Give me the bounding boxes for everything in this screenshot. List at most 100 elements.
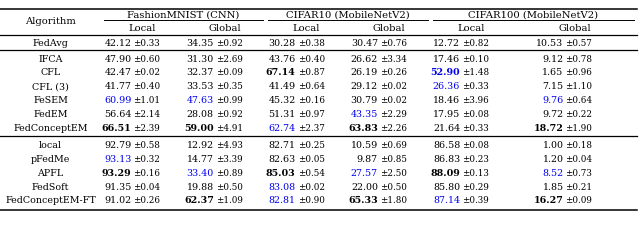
Text: ±1.80: ±1.80 [380,196,407,205]
Text: 82.81: 82.81 [269,196,296,205]
Text: 41.77: 41.77 [104,82,132,91]
Text: 26.36: 26.36 [433,82,460,91]
Text: 18.46: 18.46 [433,96,460,105]
Text: CIFAR100 (MobileNetV2): CIFAR100 (MobileNetV2) [468,11,598,20]
Text: 30.47: 30.47 [351,39,378,48]
Text: FashionMNIST (CNN): FashionMNIST (CNN) [127,11,239,20]
Text: Global: Global [372,24,405,33]
Text: ±0.82: ±0.82 [462,39,489,48]
Text: 62.37: 62.37 [184,196,214,205]
Text: ±0.64: ±0.64 [566,96,593,105]
Text: 16.27: 16.27 [534,196,564,205]
Text: 26.19: 26.19 [351,68,378,77]
Text: 93.29: 93.29 [102,169,132,178]
Text: ±2.14: ±2.14 [133,110,161,119]
Text: ±0.50: ±0.50 [380,182,406,191]
Text: 59.00: 59.00 [184,124,214,133]
Text: 85.80: 85.80 [433,182,460,191]
Text: 22.00: 22.00 [351,182,378,191]
Text: ±0.26: ±0.26 [133,196,161,205]
Text: Local: Local [129,24,156,33]
Text: 42.47: 42.47 [104,68,132,77]
Text: ±0.32: ±0.32 [133,155,160,164]
Text: ±0.76: ±0.76 [380,39,407,48]
Text: 9.72: 9.72 [542,110,564,119]
Text: 12.72: 12.72 [433,39,460,48]
Text: ±3.39: ±3.39 [216,155,243,164]
Text: 9.76: 9.76 [542,96,564,105]
Text: ±0.69: ±0.69 [380,141,406,150]
Text: FedEM: FedEM [33,110,68,119]
Text: 47.63: 47.63 [186,96,214,105]
Text: ±0.18: ±0.18 [566,141,593,150]
Text: Global: Global [558,24,591,33]
Text: ±0.78: ±0.78 [566,55,593,64]
Text: 26.62: 26.62 [351,55,378,64]
Text: ±0.09: ±0.09 [216,68,243,77]
Text: 33.40: 33.40 [186,169,214,178]
Text: ±0.16: ±0.16 [133,169,161,178]
Text: 51.31: 51.31 [268,110,296,119]
Text: 82.71: 82.71 [269,141,296,150]
Text: ±0.33: ±0.33 [133,39,160,48]
Text: ±1.48: ±1.48 [462,68,489,77]
Text: ±3.34: ±3.34 [380,55,406,64]
Text: 93.13: 93.13 [104,155,132,164]
Text: ±2.29: ±2.29 [380,110,406,119]
Text: 9.12: 9.12 [542,55,564,64]
Text: 85.03: 85.03 [266,169,296,178]
Text: ±0.08: ±0.08 [462,110,489,119]
Text: ±2.26: ±2.26 [380,124,407,133]
Text: ±2.39: ±2.39 [133,124,160,133]
Text: APFL: APFL [37,169,64,178]
Text: ±4.93: ±4.93 [216,141,243,150]
Text: ±0.02: ±0.02 [298,182,324,191]
Text: 29.12: 29.12 [351,82,378,91]
Text: ±0.08: ±0.08 [462,141,489,150]
Text: 62.74: 62.74 [269,124,296,133]
Text: ±0.05: ±0.05 [298,155,324,164]
Text: 32.37: 32.37 [186,68,214,77]
Text: 91.35: 91.35 [104,182,132,191]
Text: ±0.10: ±0.10 [462,55,489,64]
Text: 92.79: 92.79 [104,141,132,150]
Text: ±0.23: ±0.23 [462,155,489,164]
Text: CFL (3): CFL (3) [32,82,69,91]
Text: CIFAR10 (MobileNetV2): CIFAR10 (MobileNetV2) [286,11,410,20]
Text: 41.49: 41.49 [269,82,296,91]
Text: 33.53: 33.53 [186,82,214,91]
Text: 8.52: 8.52 [542,169,564,178]
Text: ±0.54: ±0.54 [298,169,324,178]
Text: ±0.57: ±0.57 [566,39,592,48]
Text: ±2.37: ±2.37 [298,124,324,133]
Text: ±0.02: ±0.02 [133,68,161,77]
Text: ±0.40: ±0.40 [298,55,324,64]
Text: 12.92: 12.92 [187,141,214,150]
Text: ±0.92: ±0.92 [216,39,243,48]
Text: pFedMe: pFedMe [31,155,70,164]
Text: 83.08: 83.08 [269,182,296,191]
Text: ±0.58: ±0.58 [133,141,160,150]
Text: 1.00: 1.00 [543,141,564,150]
Text: ±0.02: ±0.02 [380,96,407,105]
Text: ±0.16: ±0.16 [298,96,324,105]
Text: 60.99: 60.99 [104,96,132,105]
Text: ±0.50: ±0.50 [216,182,243,191]
Text: ±0.89: ±0.89 [216,169,243,178]
Text: 88.09: 88.09 [431,169,460,178]
Text: 7.15: 7.15 [542,82,564,91]
Text: 45.32: 45.32 [268,96,296,105]
Text: ±0.35: ±0.35 [216,82,243,91]
Text: ±0.99: ±0.99 [216,96,243,105]
Text: ±0.39: ±0.39 [462,196,489,205]
Text: local: local [39,141,62,150]
Text: 86.83: 86.83 [433,155,460,164]
Text: 10.53: 10.53 [536,39,564,48]
Text: 9.87: 9.87 [356,155,378,164]
Text: 86.58: 86.58 [433,141,460,150]
Text: ±0.97: ±0.97 [298,110,324,119]
Text: 14.77: 14.77 [187,155,214,164]
Text: ±0.85: ±0.85 [380,155,406,164]
Text: 82.63: 82.63 [268,155,296,164]
Text: 52.90: 52.90 [431,68,460,77]
